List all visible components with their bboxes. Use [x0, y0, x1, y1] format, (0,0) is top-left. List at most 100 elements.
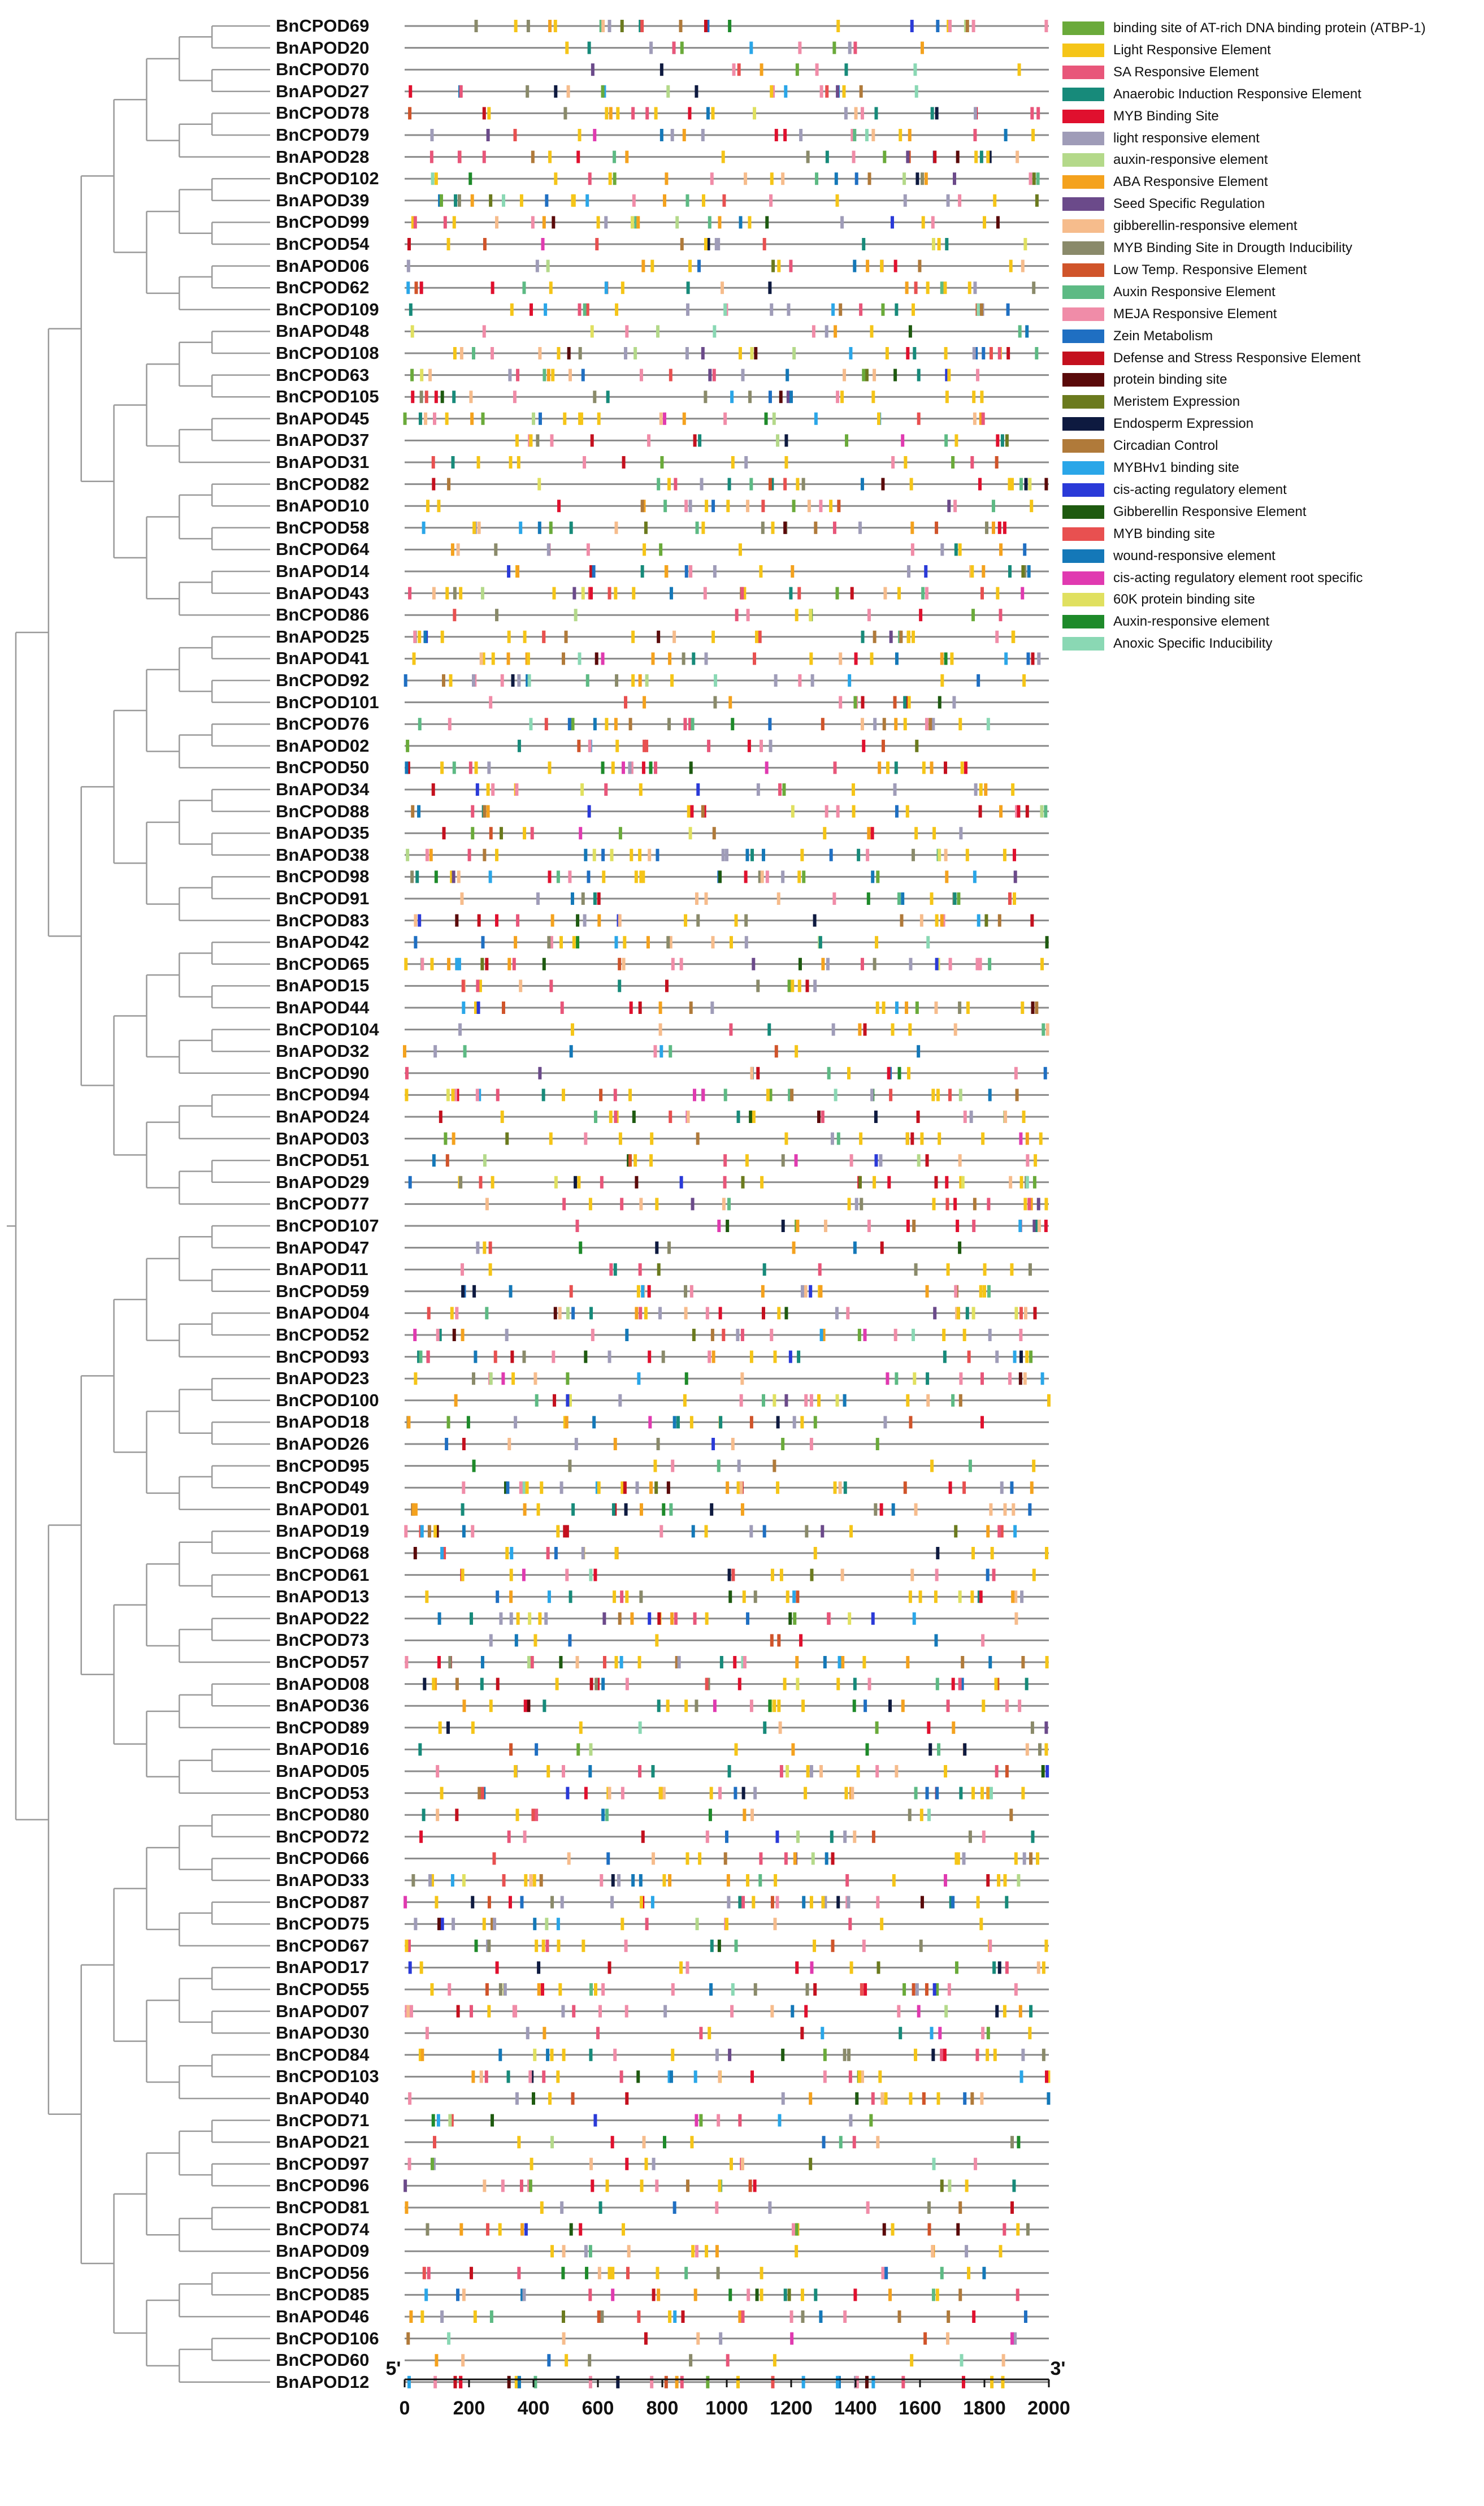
- cis-element-mark: [599, 20, 603, 32]
- cis-element-mark: [762, 1263, 766, 1276]
- cis-element-mark: [695, 1699, 698, 1712]
- cis-element-mark: [876, 2136, 880, 2149]
- cis-element-mark: [574, 609, 578, 622]
- cis-element-mark: [523, 1830, 527, 1843]
- cis-element-mark: [744, 172, 748, 185]
- cis-element-mark: [823, 827, 827, 840]
- cis-element-mark: [437, 1656, 441, 1668]
- cis-element-mark: [910, 1132, 914, 1145]
- cis-element-mark: [462, 2288, 466, 2301]
- cis-element-mark: [665, 172, 669, 185]
- cis-element-mark: [581, 892, 585, 905]
- cis-element-mark: [948, 1089, 952, 1102]
- cis-element-mark: [406, 259, 410, 272]
- cis-element-mark: [693, 434, 697, 447]
- cis-element-mark: [684, 914, 688, 927]
- cis-element-mark: [719, 1416, 723, 1429]
- cis-element-mark: [756, 783, 760, 796]
- cis-element-mark: [746, 609, 750, 622]
- cis-element-mark: [662, 194, 666, 207]
- cis-element-mark: [531, 1809, 535, 1822]
- cis-element-mark: [922, 2092, 926, 2105]
- cis-element-mark: [865, 1743, 869, 1756]
- cis-element-mark: [657, 1699, 661, 1712]
- cis-element-mark: [501, 1001, 505, 1014]
- cis-element-mark: [666, 1481, 670, 1494]
- cis-element-mark: [842, 85, 846, 98]
- cis-element-mark: [671, 1983, 675, 1996]
- cis-element-mark: [440, 391, 444, 404]
- cis-element-mark: [565, 41, 569, 54]
- cis-element-mark: [1042, 1961, 1045, 1974]
- cis-element-mark: [895, 1765, 899, 1777]
- cis-element-mark: [745, 848, 749, 861]
- cis-element-mark: [686, 281, 690, 294]
- cis-element-mark: [913, 63, 917, 76]
- cis-element-mark: [727, 1765, 731, 1777]
- cis-element-mark: [847, 2048, 851, 2061]
- cis-element-mark: [813, 1416, 817, 1429]
- cis-element-mark: [568, 870, 572, 883]
- cis-element-mark: [797, 979, 801, 992]
- gene-label: BnCPOD101: [276, 692, 379, 712]
- cis-element-mark: [858, 521, 862, 534]
- cis-element-mark: [441, 674, 445, 687]
- legend-label: Circadian Control: [1113, 438, 1218, 454]
- cis-element-mark: [667, 1241, 671, 1254]
- cis-element-mark: [791, 2223, 795, 2236]
- cis-element-mark: [1035, 1220, 1039, 1232]
- cis-element-mark: [789, 259, 793, 272]
- cis-element-mark: [762, 1525, 766, 1538]
- gene-label: BnCPOD95: [276, 1455, 370, 1476]
- cis-element-mark: [747, 2288, 750, 2301]
- cis-element-mark: [532, 412, 535, 425]
- cis-element-mark: [721, 848, 725, 861]
- cis-element-mark: [536, 434, 540, 447]
- cis-element-mark: [1019, 478, 1023, 491]
- cis-element-mark: [665, 979, 669, 992]
- cis-element-mark: [812, 325, 815, 338]
- cis-element-mark: [1001, 2375, 1005, 2388]
- cis-element-mark: [611, 2288, 615, 2301]
- cis-element-mark: [927, 2223, 931, 2236]
- cis-element-mark: [840, 391, 844, 404]
- cis-element-mark: [589, 1568, 593, 1581]
- cis-element-mark: [614, 1656, 618, 1668]
- cis-element-mark: [770, 1896, 774, 1909]
- cis-element-mark: [584, 848, 588, 861]
- cis-element-mark: [959, 1372, 963, 1385]
- cis-element-mark: [834, 172, 838, 185]
- cis-element-mark: [740, 2157, 744, 2170]
- cis-element-mark: [972, 1220, 976, 1232]
- cis-element-mark: [1045, 1023, 1049, 1036]
- cis-element-mark: [999, 2245, 1003, 2258]
- cis-element-mark: [865, 129, 869, 141]
- cis-element-mark: [667, 478, 671, 491]
- cis-element-mark: [418, 914, 422, 927]
- cis-element-mark: [715, 2048, 719, 2061]
- cis-element-mark: [736, 1329, 740, 1341]
- cis-element-mark: [940, 674, 944, 687]
- cis-element-mark: [541, 1939, 545, 1952]
- cis-element-mark: [825, 805, 828, 818]
- cis-element-mark: [776, 1481, 780, 1494]
- cis-element-mark: [880, 1241, 884, 1254]
- cis-element-mark: [600, 1176, 604, 1189]
- cis-element-mark: [860, 718, 864, 731]
- cis-element-mark: [836, 1677, 840, 1690]
- cis-element-mark: [986, 2048, 990, 2061]
- cis-element-mark: [552, 587, 556, 600]
- cis-element-mark: [689, 1285, 693, 1298]
- cis-element-mark: [1010, 1481, 1014, 1494]
- cis-element-mark: [770, 2005, 774, 2018]
- cis-element-mark: [830, 1132, 834, 1145]
- cis-element-mark: [419, 1961, 423, 1974]
- cis-element-mark: [604, 216, 608, 229]
- cis-element-mark: [546, 2048, 550, 2061]
- cis-element-mark: [414, 936, 418, 949]
- cis-element-mark: [686, 1111, 690, 1123]
- cis-element-mark: [845, 1874, 849, 1887]
- cis-element-mark: [781, 2048, 785, 2061]
- cis-element-mark: [847, 1896, 851, 1909]
- cis-element-mark: [814, 521, 818, 534]
